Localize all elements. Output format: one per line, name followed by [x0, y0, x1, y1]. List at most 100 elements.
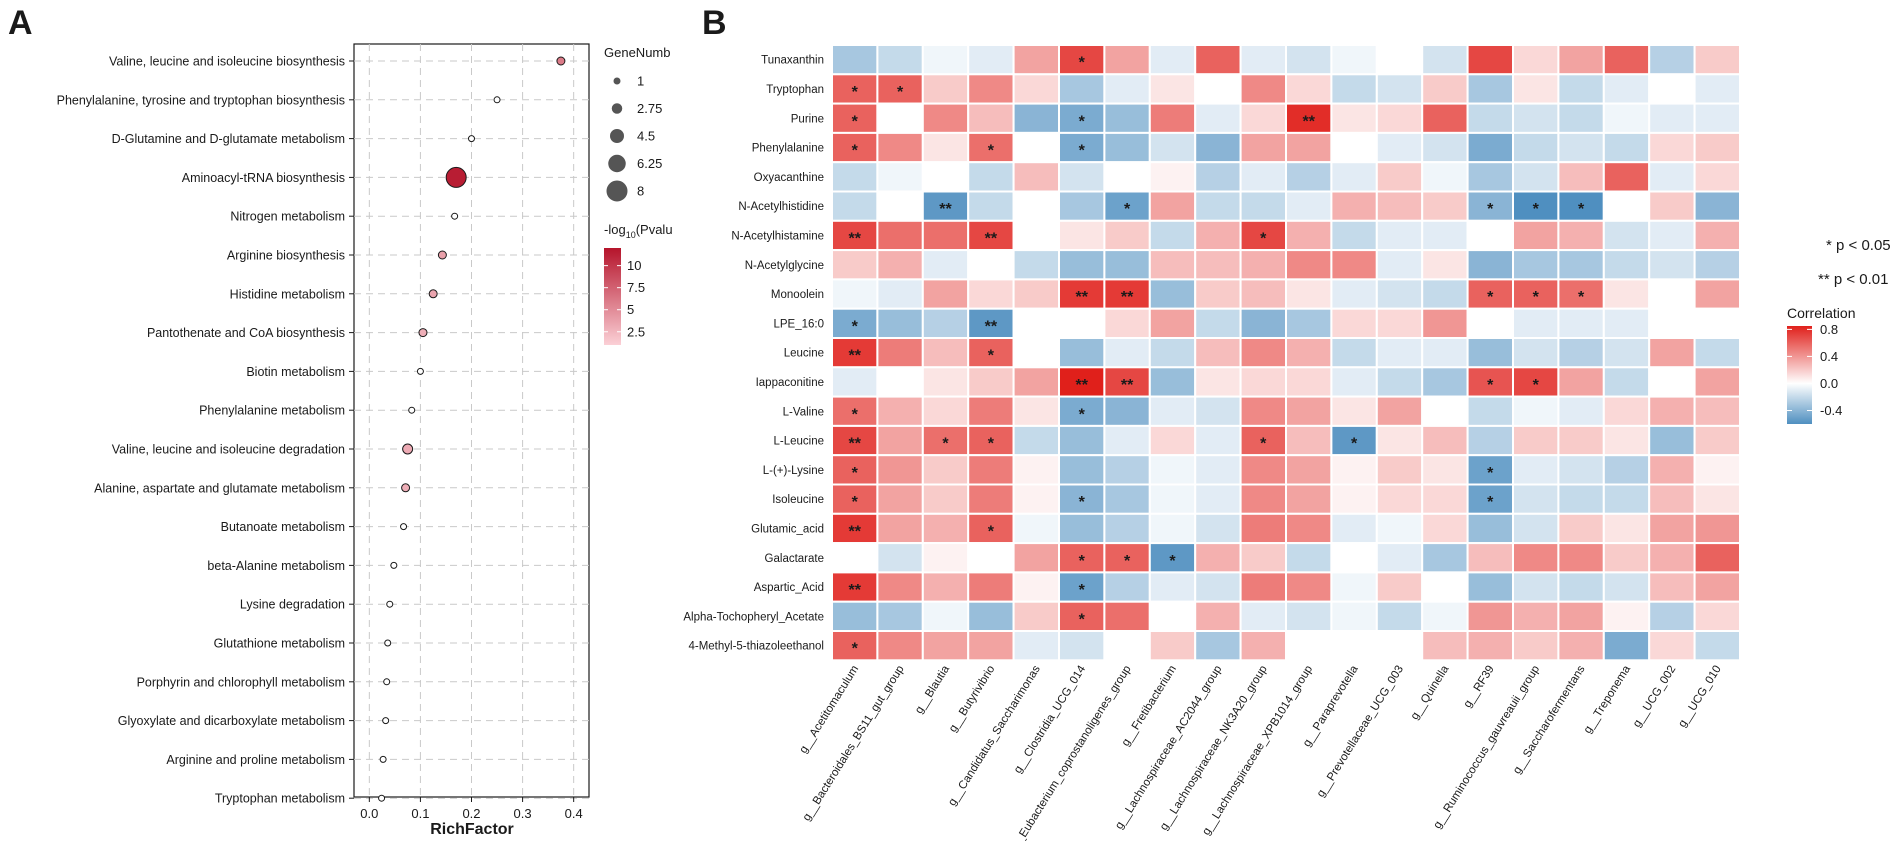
heatmap-cell	[1194, 278, 1242, 310]
pathway-point	[408, 406, 416, 414]
heatmap-cell	[1012, 366, 1060, 398]
significance-mark: **	[1121, 289, 1134, 306]
heatmap-cell	[1058, 219, 1106, 252]
heatmap-cell	[1012, 600, 1060, 633]
genus-label: g__Quinella	[1409, 663, 1452, 722]
significance-mark: *	[1487, 201, 1494, 218]
heatmap-cell	[876, 512, 924, 545]
sig-legend-p001: ** p < 0.01	[1818, 271, 1888, 288]
heatmap-cell	[1194, 161, 1242, 193]
heatmap-cell	[1285, 571, 1333, 603]
heatmap-cell	[1330, 512, 1378, 545]
heatmap-cell	[1693, 307, 1741, 340]
heatmap-cell	[1330, 571, 1378, 603]
significance-mark: **	[848, 348, 861, 365]
heatmap-cell	[1058, 366, 1106, 398]
metabolite-label: LPE_16:0	[773, 318, 824, 330]
significance-mark: *	[1169, 553, 1176, 570]
genus-label: g__UCG_010	[1676, 664, 1723, 730]
heatmap-cell	[876, 395, 924, 427]
heatmap-cell	[876, 131, 924, 164]
significance-mark: **	[985, 318, 998, 335]
heatmap-cell	[1103, 161, 1151, 193]
heatmap-cell	[1466, 73, 1514, 105]
heatmap-cell	[1602, 542, 1651, 574]
metabolite-label: Monoolein	[771, 289, 824, 301]
correlation-tick-label: 0.8	[1820, 322, 1838, 337]
x-tick-label: 0.0	[360, 806, 378, 821]
panel-b-label: B	[702, 4, 727, 42]
heatmap-cell	[1557, 249, 1605, 281]
heatmap-cell	[1512, 337, 1560, 369]
heatmap-cell	[1375, 424, 1424, 457]
heatmap-cell	[1330, 44, 1378, 76]
significance-mark: *	[852, 113, 859, 130]
significance-mark: *	[1351, 436, 1358, 453]
heatmap-cell	[1012, 542, 1060, 574]
heatmap-cell	[876, 278, 924, 310]
heatmap-cell	[1512, 102, 1560, 134]
heatmap-cell	[921, 542, 970, 574]
heatmap-cell	[831, 571, 879, 603]
heatmap-cell	[1466, 307, 1514, 340]
heatmap-cell	[1194, 366, 1242, 398]
heatmap-cell	[1421, 424, 1469, 457]
heatmap-cell	[1194, 73, 1242, 105]
heatmap-cell	[1557, 161, 1605, 193]
x-tick-label: 0.2	[462, 806, 480, 821]
heatmap-cell	[967, 102, 1015, 134]
heatmap-cell	[1239, 454, 1287, 486]
heatmap-cell	[876, 542, 924, 574]
pathway-point	[383, 678, 391, 686]
pvalue-tick-label: 5	[627, 302, 634, 317]
heatmap-cell	[1103, 102, 1151, 134]
significance-mark: *	[852, 143, 859, 160]
heatmap-cell	[876, 600, 924, 633]
heatmap-cell	[1285, 190, 1333, 222]
pathway-label: Valine, leucine and isoleucine degradati…	[112, 443, 345, 457]
metabolite-label: N-Acetylglycine	[745, 260, 824, 272]
heatmap-cell	[1512, 73, 1560, 105]
genus-label: g__Blautia	[913, 663, 952, 716]
metabolite-label: Aspartic_Acid	[754, 582, 824, 594]
heatmap-cell	[1466, 571, 1514, 603]
heatmap-cell	[1330, 102, 1378, 134]
heatmap-cell	[1012, 131, 1060, 164]
significance-mark: *	[988, 348, 995, 365]
heatmap-cell	[1512, 454, 1560, 486]
significance-mark: **	[848, 523, 861, 540]
heatmap-cell	[1239, 395, 1287, 427]
heatmap-cell	[1194, 512, 1242, 545]
heatmap-cell	[967, 542, 1015, 574]
pathway-point	[416, 367, 424, 375]
significance-mark: *	[852, 641, 859, 658]
heatmap-cell	[1421, 102, 1469, 134]
x-tick-label: 0.4	[565, 806, 583, 821]
correlation-legend-title: Correlation	[1787, 305, 1855, 321]
heatmap-cell	[1693, 571, 1741, 603]
correlation-colorbar-ticks: 0.8 0.4 0.0 -0.4	[1787, 322, 1842, 418]
pathway-point	[493, 96, 501, 104]
heatmap-cell	[921, 600, 970, 633]
heatmap-cell	[1602, 44, 1651, 76]
metabolite-label: Alpha-Tochopheryl_Acetate	[683, 611, 824, 623]
heatmap-cell	[1058, 630, 1106, 662]
heatmap-cell	[1466, 512, 1514, 545]
heatmap-cell	[1285, 630, 1333, 662]
heatmap-cell	[1330, 73, 1378, 105]
heatmap-cell	[1375, 190, 1424, 222]
heatmap-cell	[1602, 483, 1651, 515]
heatmap-cell	[1466, 219, 1514, 252]
heatmap-cell	[1693, 542, 1741, 574]
heatmap-cell	[1330, 483, 1378, 515]
heatmap-cell	[1512, 161, 1560, 193]
significance-mark: *	[988, 436, 995, 453]
heatmap-cell	[1512, 542, 1560, 574]
heatmap-cell	[1058, 454, 1106, 486]
heatmap-cell	[1194, 571, 1242, 603]
heatmap-cell	[1375, 102, 1424, 134]
pathway-point	[428, 289, 438, 299]
heatmap-cell	[1557, 571, 1605, 603]
heatmap-cell	[1421, 395, 1469, 427]
heatmap-cell	[1103, 424, 1151, 457]
